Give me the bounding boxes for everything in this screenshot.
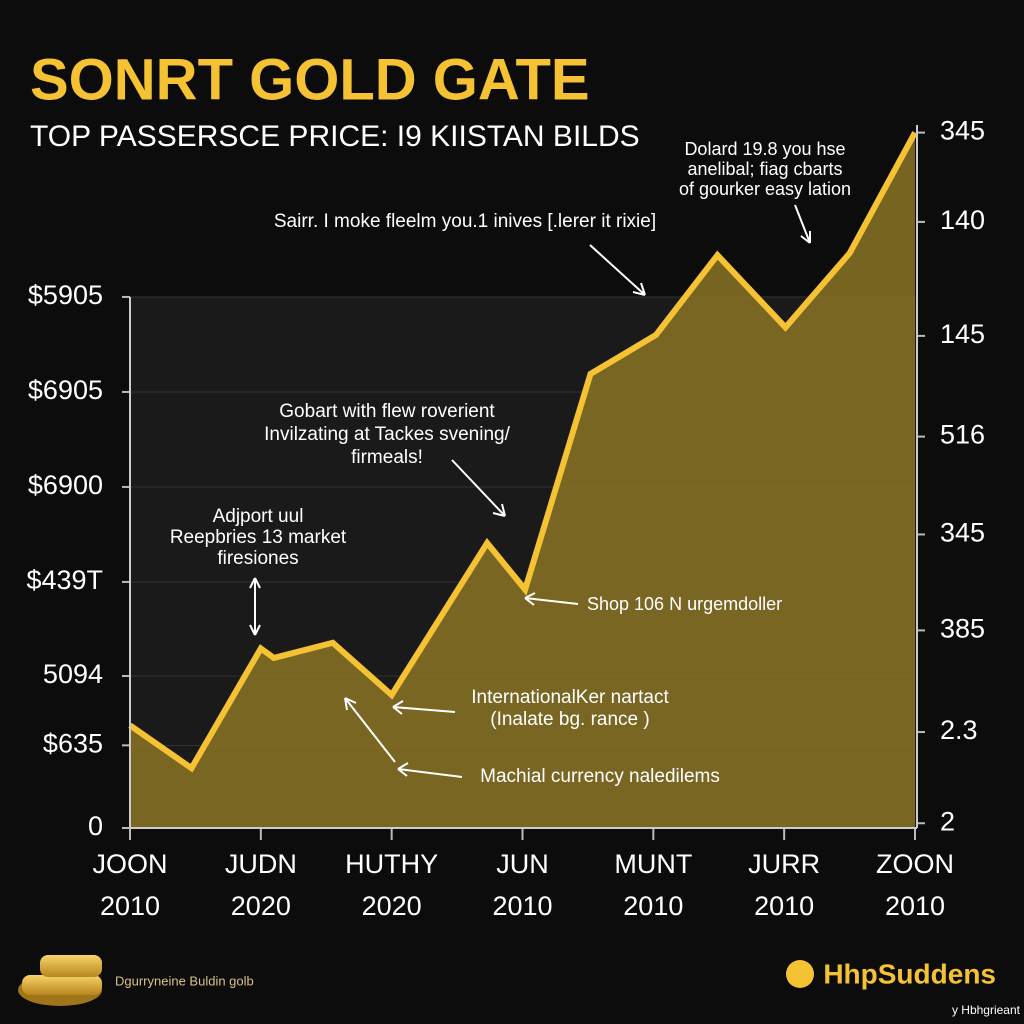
annotation: Gobart with flew roverient (279, 401, 495, 422)
x-tick-label: JURR 2010 (748, 849, 821, 921)
footer-brand: HhpSuddens (823, 958, 996, 989)
annotation: Shop 106 N urgemdoller (587, 594, 782, 614)
y2-tick-label: 2.3 (940, 715, 978, 745)
gold-bars-icon (18, 955, 102, 1006)
y2-tick-label: 145 (940, 319, 985, 349)
y-tick-label: $439T (26, 565, 103, 595)
chart-title: SONRT GOLD GATE (30, 47, 590, 112)
chart-subtitle: TOP PASSERSCE PRICE: I9 KIISTAN BILDS (30, 120, 640, 153)
y-tick-label: $6900 (28, 470, 103, 500)
y2-tick-label: 345 (940, 518, 985, 548)
x-tick-label: ZOON 2010 (876, 849, 954, 921)
footer-credit: y Hbhgrieant (952, 1003, 1021, 1017)
y-tick-label: 0 (88, 811, 103, 841)
annotation: anelibal; fiag cbarts (687, 159, 842, 179)
annotation: firmeals! (351, 447, 423, 468)
annotation: Sairr. I moke fleelm you.1 inives [.lere… (274, 211, 656, 232)
x-tick-label: HUTHY 2020 (345, 849, 439, 921)
arrows (249, 204, 811, 778)
annotation: InternationalKer nartact (471, 687, 669, 708)
y2-tick-label: 140 (940, 205, 985, 235)
y2-tick-label: 2 (940, 806, 955, 836)
annotation: Adjport uul (213, 506, 304, 527)
x-tick-label: JUDN 2020 (224, 849, 297, 921)
brand-icon (786, 960, 814, 988)
x-tick-label: JUN 2010 (492, 849, 553, 921)
x-tick-label: MUNT 2010 (614, 849, 693, 921)
x-tick-label: JOON 2010 (92, 849, 168, 921)
y2-tick-label: 385 (940, 614, 985, 644)
y-tick-label: 5094 (43, 659, 103, 689)
y-tick-label: $635 (43, 728, 103, 758)
annotation: Invilzating at Tackes svening/ (264, 424, 510, 445)
annotation: Reepbries 13 market (170, 527, 347, 548)
price-line (128, 131, 918, 773)
y2-tick-label: 516 (940, 420, 985, 450)
area-fill (130, 132, 915, 829)
annotation: firesiones (217, 548, 298, 569)
y-tick-label: $5905 (28, 280, 103, 310)
annotation: of gourker easy lation (679, 179, 851, 199)
y2-tick-label: 345 (940, 116, 985, 146)
annotation: Dolard 19.8 you hse (684, 139, 845, 159)
annotation: (Inalate bg. rance ) (490, 709, 649, 730)
y-tick-label: $6905 (28, 375, 103, 405)
annotation: Machial currency naledilems (480, 766, 720, 787)
footer-caption: Dgurryneine Buldin golb (115, 973, 254, 988)
